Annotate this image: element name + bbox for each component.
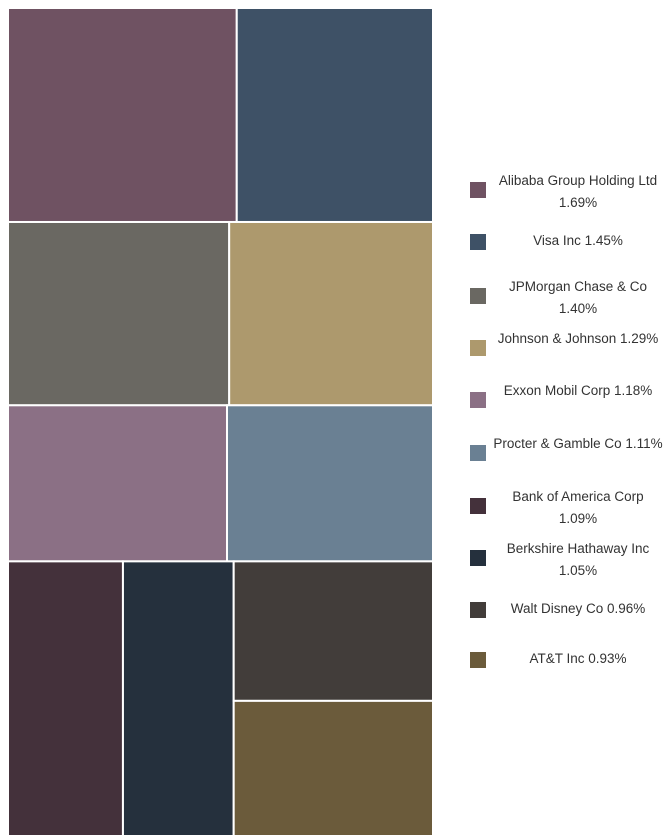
- treemap-chart: [7, 7, 434, 836]
- legend-item: JPMorgan Chase & Co 1.40%: [470, 278, 664, 324]
- legend-item: Procter & Gamble Co 1.11%: [470, 435, 664, 481]
- legend-item: AT&T Inc 0.93%: [470, 644, 664, 690]
- legend-label: Bank of America Corp 1.09%: [512, 489, 644, 526]
- legend-swatch: [470, 498, 486, 514]
- legend-item: Visa Inc 1.45%: [470, 226, 664, 272]
- legend-swatch: [470, 445, 486, 461]
- legend-label: Alibaba Group Holding Ltd 1.69%: [498, 173, 658, 210]
- treemap-tile-7: [121, 560, 235, 836]
- legend-label: JPMorgan Chase & Co 1.40%: [508, 279, 648, 316]
- legend-swatch: [470, 392, 486, 408]
- legend-label: Berkshire Hathaway Inc 1.05%: [506, 541, 650, 578]
- treemap-tile-5: [225, 404, 434, 563]
- legend-item: Walt Disney Co 0.96%: [470, 594, 664, 640]
- legend-swatch: [470, 182, 486, 198]
- legend-item: Johnson & Johnson 1.29%: [470, 330, 664, 376]
- treemap-tile-8: [232, 560, 434, 702]
- legend-swatch: [470, 550, 486, 566]
- legend-item: Berkshire Hathaway Inc 1.05%: [470, 540, 664, 586]
- treemap-tile-4: [7, 404, 228, 563]
- legend-item: Bank of America Corp 1.09%: [470, 488, 664, 534]
- legend-swatch: [470, 602, 486, 618]
- treemap-tile-3: [228, 220, 434, 407]
- legend-swatch: [470, 340, 486, 356]
- legend-swatch: [470, 288, 486, 304]
- treemap-tile-2: [7, 220, 231, 407]
- treemap-tile-6: [7, 560, 124, 836]
- treemap-tile-1: [235, 7, 434, 223]
- legend-label: AT&T Inc 0.93%: [529, 651, 627, 666]
- legend-swatch: [470, 234, 486, 250]
- legend-label: Visa Inc 1.45%: [533, 233, 623, 248]
- treemap-tile-0: [7, 7, 238, 223]
- treemap-tile-9: [232, 699, 434, 836]
- legend-label: Johnson & Johnson 1.29%: [497, 331, 659, 346]
- legend-swatch: [470, 652, 486, 668]
- legend-item: Exxon Mobil Corp 1.18%: [470, 382, 664, 428]
- legend-item: Alibaba Group Holding Ltd 1.69%: [470, 172, 664, 218]
- legend-label: Exxon Mobil Corp 1.18%: [503, 383, 653, 398]
- legend-label: Procter & Gamble Co 1.11%: [493, 436, 663, 451]
- legend-label: Walt Disney Co 0.96%: [510, 601, 646, 616]
